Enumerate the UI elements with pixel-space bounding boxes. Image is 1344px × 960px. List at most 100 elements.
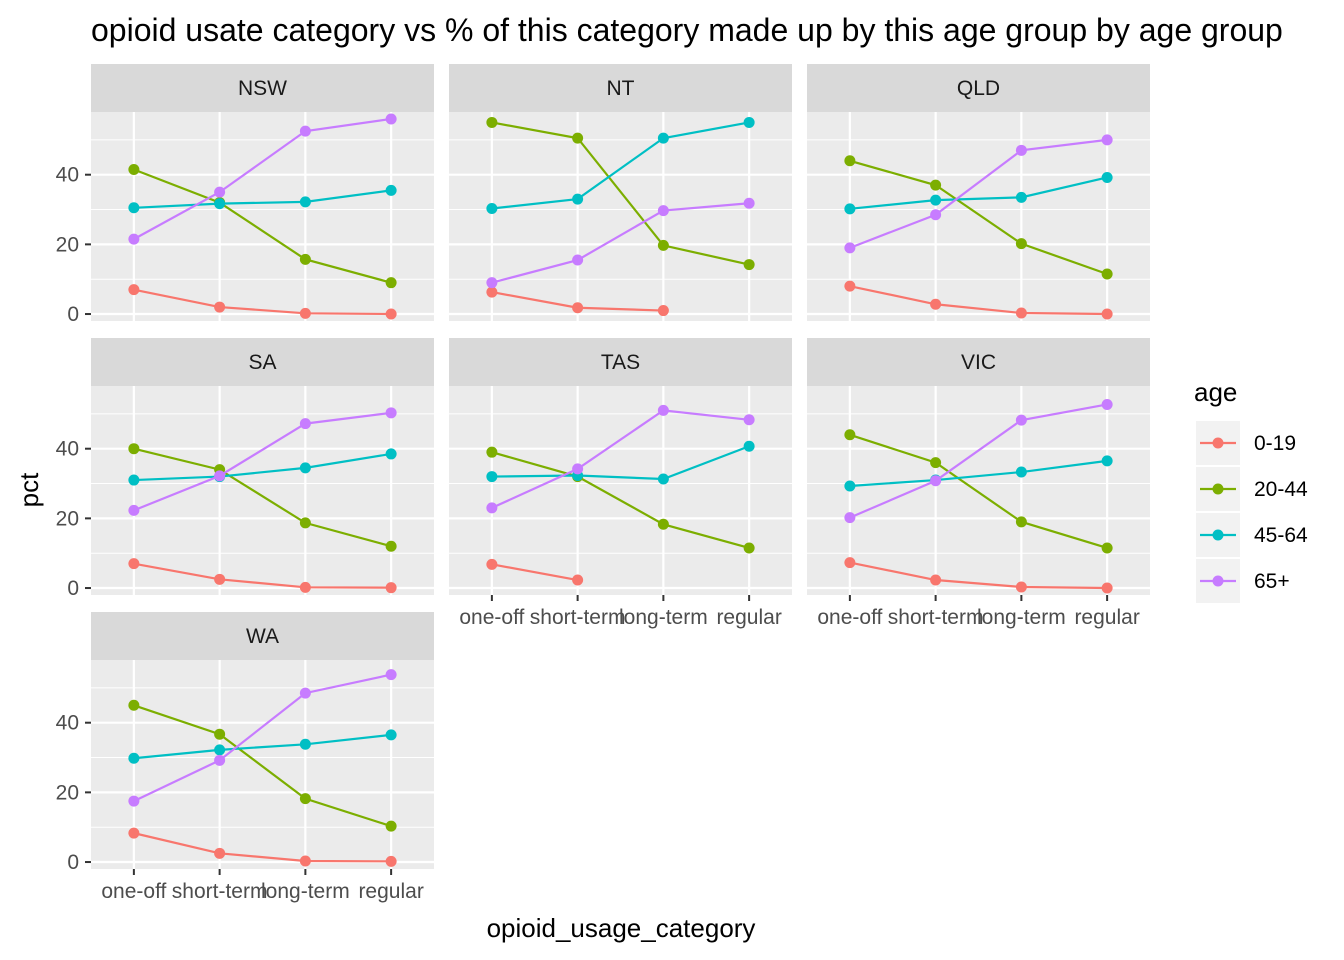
series-line-0-19 <box>849 561 1108 590</box>
data-point-65+ <box>930 209 942 221</box>
data-point-0-19 <box>299 855 311 867</box>
data-point-65+ <box>299 687 311 699</box>
data-point-65+ <box>299 418 311 430</box>
legend-key-point <box>1212 483 1224 495</box>
facet-panel-nsw: NSW 0 20 40 <box>56 64 434 326</box>
facet-strip-label: WA <box>246 625 279 648</box>
data-point-45-64 <box>128 202 140 214</box>
y-tick-label: 0 <box>67 851 79 874</box>
facet-strip-label: NT <box>607 77 635 100</box>
series-line-0-19 <box>491 563 578 582</box>
data-point-20-44 <box>299 793 311 805</box>
y-tick-label: 20 <box>56 233 79 256</box>
x-tick-label: long-term <box>977 606 1066 629</box>
data-point-0-19 <box>128 284 140 296</box>
series-line-45-64 <box>133 189 392 209</box>
legend-item: 65+ <box>1196 559 1290 603</box>
data-point-0-19 <box>1101 308 1113 320</box>
data-point-65+ <box>486 277 498 289</box>
data-point-0-19 <box>1015 581 1027 593</box>
data-point-20-44 <box>844 429 856 441</box>
series-line-65+ <box>133 117 392 241</box>
series-line-45-64 <box>133 733 392 760</box>
data-point-20-44 <box>1101 268 1113 280</box>
panel-background <box>807 386 1150 595</box>
data-point-20-44 <box>385 820 397 832</box>
data-point-20-44 <box>743 542 755 554</box>
y-tick-label: 40 <box>56 438 79 461</box>
facet-panel-qld: QLD <box>807 64 1150 321</box>
facet-panel-sa: SA 0 20 40 <box>56 338 434 600</box>
data-point-45-64 <box>214 198 226 210</box>
data-point-65+ <box>214 470 226 482</box>
data-point-20-44 <box>1015 516 1027 528</box>
y-tick-label: 20 <box>56 507 79 530</box>
chart-title: opioid usate category vs % of this categ… <box>91 12 1283 48</box>
series-line-20-44 <box>133 704 392 828</box>
data-point-45-64 <box>1101 171 1113 183</box>
legend-label: 20-44 <box>1254 478 1308 501</box>
data-point-0-19 <box>657 305 669 317</box>
series-line-20-44 <box>133 447 392 548</box>
data-point-45-64 <box>299 196 311 208</box>
panel-background <box>807 112 1150 321</box>
x-tick-label: regular <box>1074 606 1139 629</box>
data-point-0-19 <box>930 574 942 586</box>
data-point-0-19 <box>128 558 140 570</box>
facet-panels: NSW 0 20 40 NT QLD SA 0 20 40 TAS one-off short-term… <box>56 64 1150 903</box>
legend-label: 65+ <box>1254 570 1290 593</box>
data-point-0-19 <box>128 827 140 839</box>
data-point-20-44 <box>486 446 498 458</box>
data-point-65+ <box>214 754 226 766</box>
data-point-65+ <box>1015 144 1027 156</box>
data-point-0-19 <box>299 307 311 319</box>
series-line-65+ <box>849 138 1108 249</box>
data-point-20-44 <box>657 239 669 251</box>
data-point-20-44 <box>385 540 397 552</box>
data-point-20-44 <box>1101 542 1113 554</box>
data-point-20-44 <box>930 179 942 191</box>
data-point-0-19 <box>299 581 311 593</box>
data-point-65+ <box>1015 414 1027 426</box>
data-point-65+ <box>385 113 397 125</box>
data-point-45-64 <box>930 194 942 206</box>
data-point-0-19 <box>214 301 226 313</box>
legend-item: 45-64 <box>1196 513 1308 557</box>
data-point-65+ <box>214 186 226 198</box>
data-point-65+ <box>844 242 856 254</box>
series-line-45-64 <box>133 452 392 482</box>
x-tick-label: one-off <box>459 606 524 629</box>
data-point-65+ <box>930 475 942 487</box>
series-line-45-64 <box>849 459 1108 488</box>
legend-key-point <box>1212 575 1224 587</box>
data-point-20-44 <box>385 277 397 289</box>
data-point-45-64 <box>214 744 226 756</box>
facet-strip <box>91 612 434 660</box>
data-point-65+ <box>844 512 856 524</box>
data-point-0-19 <box>486 286 498 298</box>
data-point-65+ <box>743 197 755 209</box>
x-tick-label: short-term <box>530 606 626 629</box>
series-line-0-19 <box>133 832 392 863</box>
data-point-45-64 <box>1015 466 1027 478</box>
x-tick-label: short-term <box>172 880 268 903</box>
facet-strip-label: QLD <box>957 77 1000 100</box>
series-line-20-44 <box>491 451 750 550</box>
data-point-45-64 <box>385 184 397 196</box>
data-point-0-19 <box>844 557 856 569</box>
data-point-20-44 <box>299 517 311 529</box>
y-tick-label: 20 <box>56 781 79 804</box>
data-point-45-64 <box>299 462 311 474</box>
data-point-45-64 <box>299 738 311 750</box>
facet-strip-label: NSW <box>238 77 287 100</box>
data-point-0-19 <box>385 308 397 320</box>
facet-strip <box>807 64 1150 112</box>
data-point-45-64 <box>486 202 498 214</box>
data-point-65+ <box>1101 398 1113 410</box>
series-line-65+ <box>491 202 750 284</box>
data-point-20-44 <box>486 116 498 128</box>
facet-strip-label: VIC <box>961 351 996 374</box>
data-point-20-44 <box>743 259 755 271</box>
